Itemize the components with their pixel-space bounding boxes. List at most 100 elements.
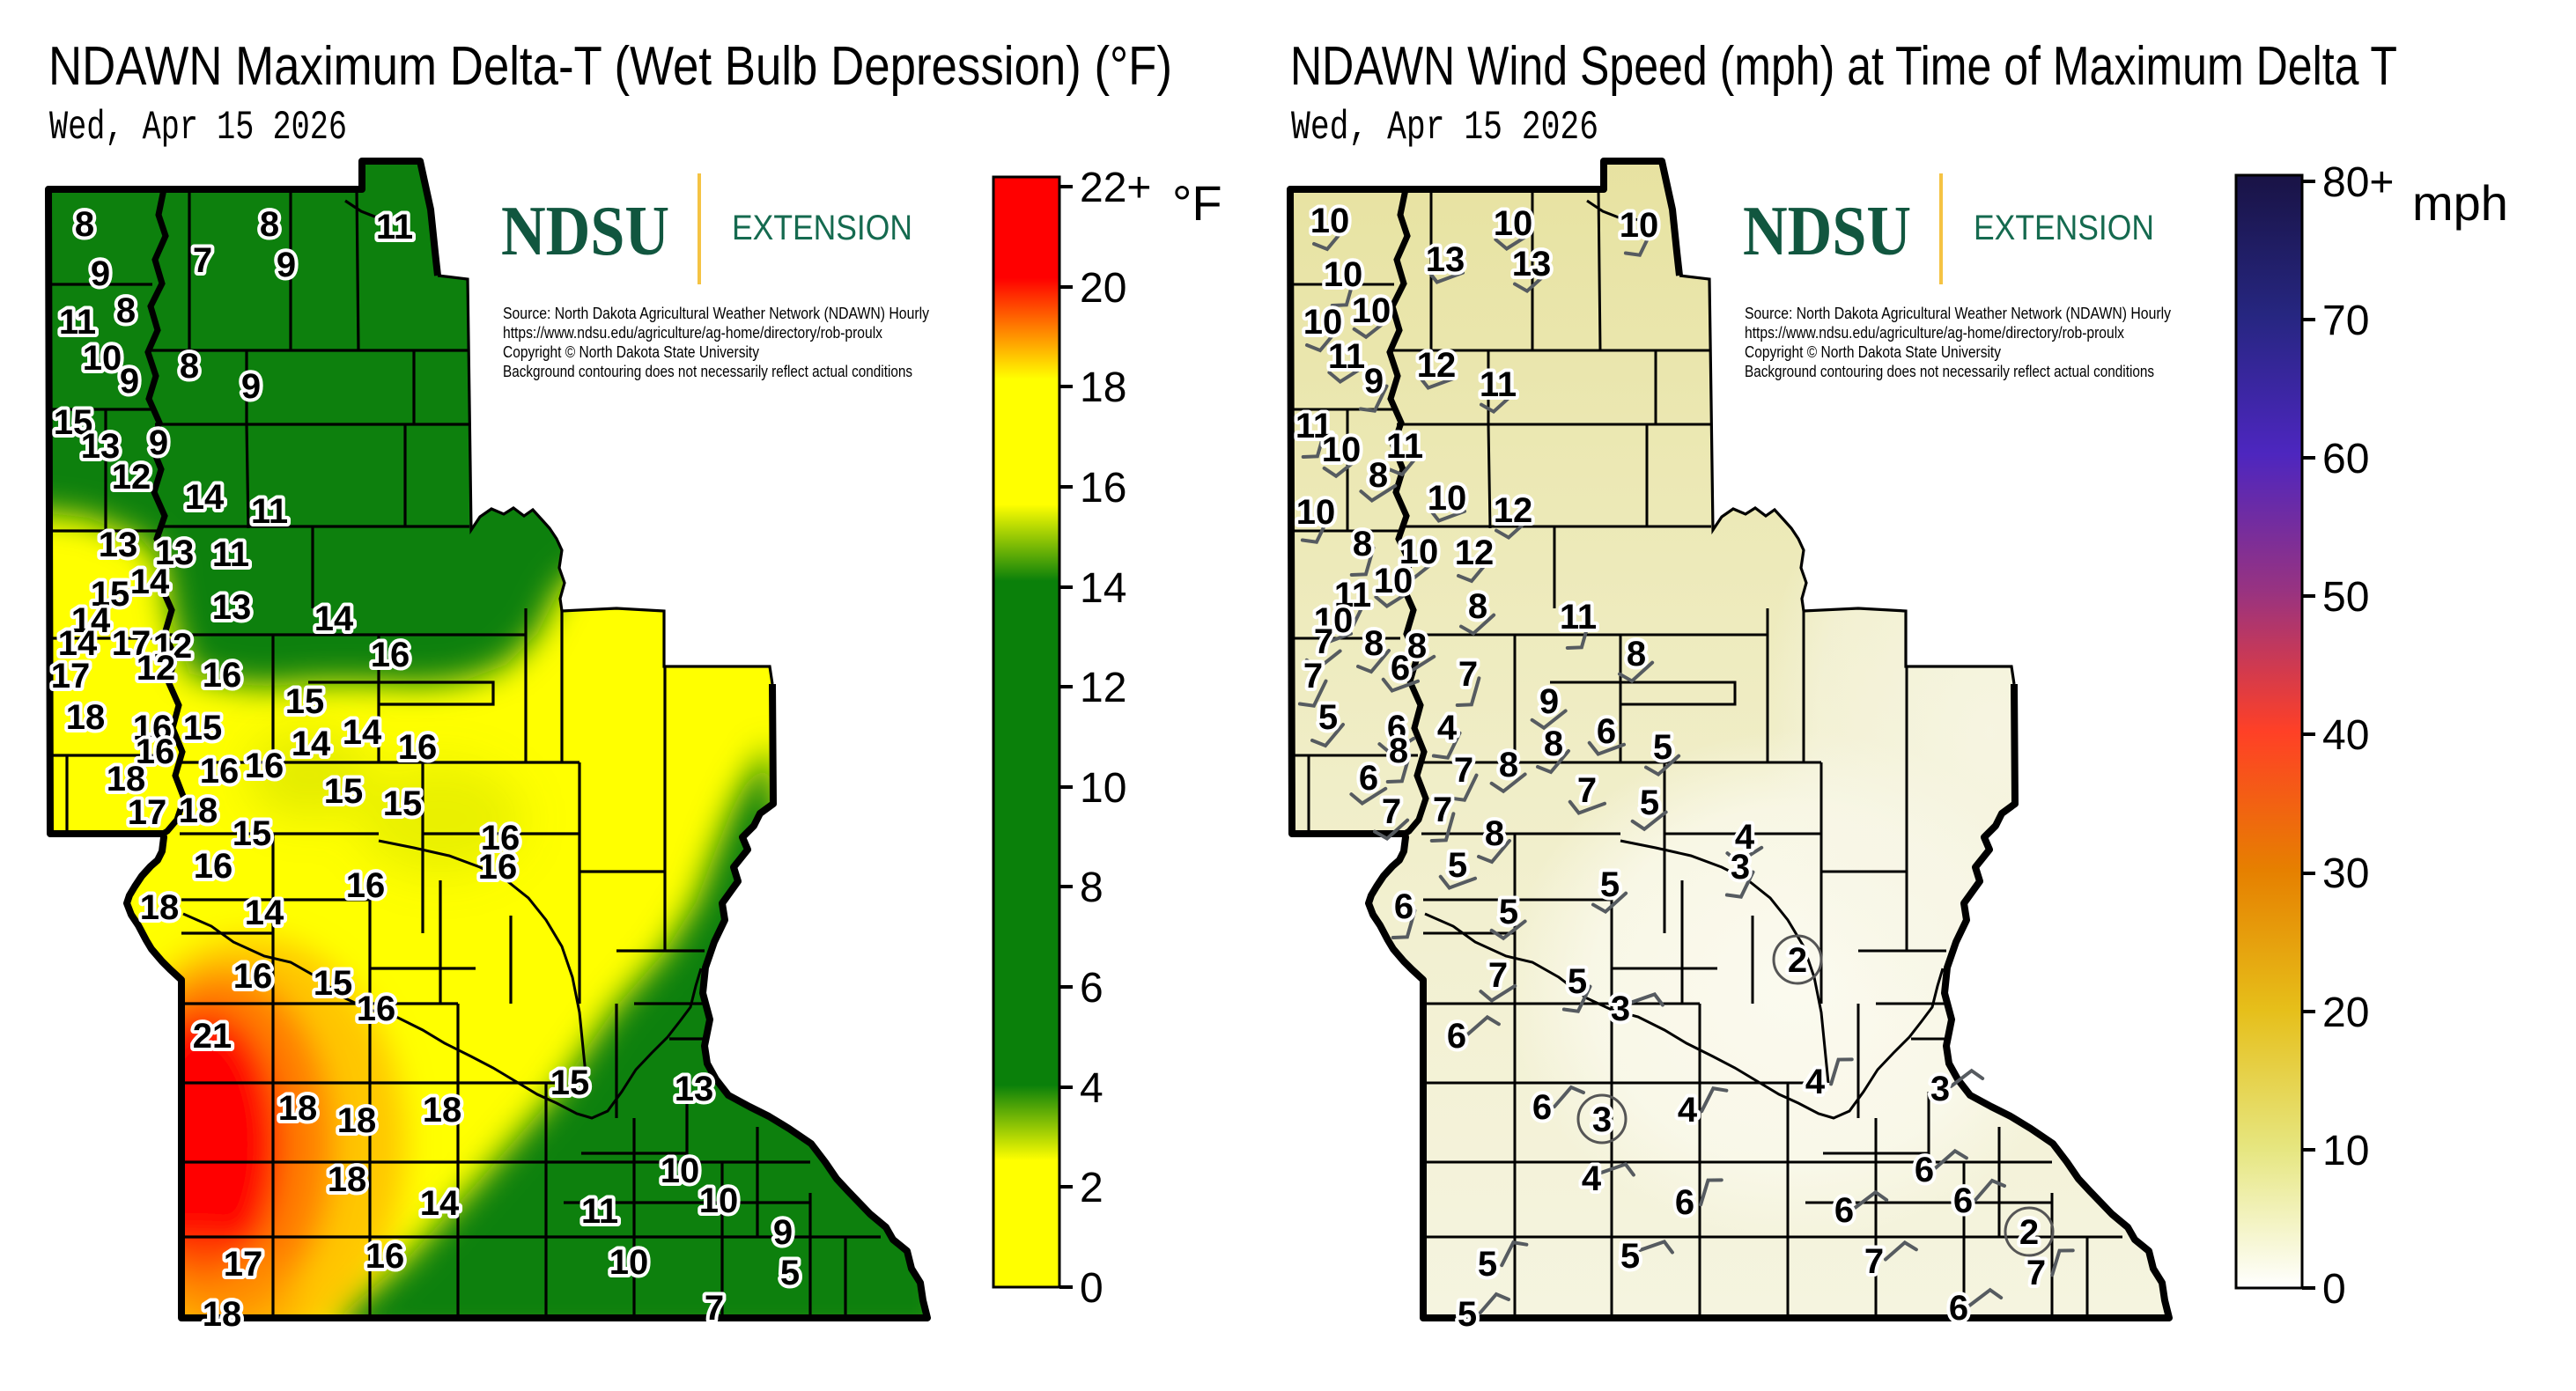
svg-text:7: 7: [2026, 1254, 2046, 1292]
svg-text:80+: 80+: [2322, 159, 2394, 206]
svg-text:Source: North Dakota Agricultu: Source: North Dakota Agricultural Weathe…: [1745, 305, 2171, 322]
svg-text:Copyright © North Dakota State: Copyright © North Dakota State Universit…: [503, 343, 759, 361]
svg-text:10: 10: [1374, 562, 1413, 600]
svg-text:5: 5: [1568, 962, 1587, 1001]
svg-text:Background contouring does not: Background contouring does not necessari…: [503, 363, 912, 380]
svg-text:18: 18: [337, 1101, 377, 1140]
svg-text:15: 15: [233, 814, 272, 853]
svg-text:4: 4: [1080, 1065, 1103, 1112]
svg-text:13: 13: [212, 588, 252, 627]
svg-text:4: 4: [1805, 1063, 1826, 1101]
svg-text:21: 21: [193, 1017, 233, 1056]
svg-text:11: 11: [212, 535, 249, 574]
svg-text:12: 12: [1417, 346, 1457, 385]
svg-text:13: 13: [675, 1070, 714, 1108]
svg-text:8: 8: [116, 291, 136, 330]
svg-text:16: 16: [481, 819, 520, 857]
svg-text:6: 6: [1597, 712, 1616, 751]
svg-text:10: 10: [1296, 493, 1336, 532]
svg-text:18: 18: [107, 760, 146, 799]
svg-text:18: 18: [423, 1091, 462, 1130]
svg-text:12: 12: [1080, 665, 1126, 711]
svg-text:8: 8: [1544, 725, 1563, 763]
svg-text:20: 20: [1080, 265, 1126, 312]
svg-text:Wed, Apr 15 2026: Wed, Apr 15 2026: [1291, 105, 1598, 151]
svg-text:13: 13: [1426, 240, 1465, 279]
svg-text:10: 10: [609, 1243, 649, 1282]
svg-text:Background contouring does not: Background contouring does not necessari…: [1745, 363, 2154, 380]
svg-text:11: 11: [59, 303, 96, 342]
svg-text:11: 11: [1560, 598, 1597, 637]
svg-text:3: 3: [1592, 1100, 1612, 1139]
svg-text:14: 14: [314, 600, 354, 638]
svg-text:8: 8: [1369, 456, 1388, 495]
svg-text:6: 6: [1447, 1017, 1466, 1056]
svg-text:10: 10: [1310, 202, 1350, 240]
svg-text:10: 10: [1080, 765, 1126, 812]
svg-text:6: 6: [1953, 1181, 1973, 1220]
svg-text:15: 15: [314, 964, 353, 1003]
svg-text:11: 11: [1334, 576, 1371, 615]
svg-text:10: 10: [1314, 601, 1354, 640]
svg-text:9: 9: [149, 423, 168, 462]
svg-text:NDSU: NDSU: [501, 193, 669, 270]
svg-text:6: 6: [1915, 1151, 1934, 1189]
svg-text:50: 50: [2322, 574, 2369, 621]
svg-text:13: 13: [1512, 245, 1552, 283]
svg-text:12: 12: [1494, 491, 1533, 530]
svg-text:7: 7: [705, 1289, 724, 1328]
svg-text:7: 7: [1488, 956, 1508, 995]
svg-text:5: 5: [1600, 865, 1620, 904]
svg-text:14: 14: [1080, 565, 1126, 612]
svg-text:11: 11: [1386, 427, 1423, 466]
svg-text:8: 8: [75, 205, 94, 244]
svg-text:16: 16: [357, 990, 396, 1028]
svg-text:13: 13: [81, 427, 121, 466]
svg-text:60: 60: [2322, 436, 2369, 482]
svg-text:9: 9: [1364, 362, 1384, 401]
svg-text:15: 15: [324, 772, 364, 811]
svg-text:7: 7: [1577, 771, 1597, 810]
svg-text:8: 8: [1364, 624, 1384, 663]
svg-text:5: 5: [1640, 784, 1659, 822]
svg-text:18: 18: [140, 888, 180, 927]
svg-text:7: 7: [1303, 657, 1323, 696]
svg-text:11: 11: [376, 208, 413, 247]
svg-text:7: 7: [1382, 792, 1401, 831]
svg-text:16: 16: [203, 656, 242, 695]
svg-text:4: 4: [1437, 709, 1458, 747]
svg-text:16: 16: [133, 709, 173, 747]
svg-text:°F: °F: [1172, 175, 1222, 231]
svg-text:18: 18: [66, 698, 106, 737]
svg-text:4: 4: [1678, 1091, 1698, 1130]
svg-text:EXTENSION: EXTENSION: [1974, 209, 2154, 247]
svg-text:15: 15: [383, 784, 423, 823]
svg-text:5: 5: [1458, 1295, 1477, 1334]
svg-text:7: 7: [193, 241, 212, 280]
svg-text:12: 12: [137, 649, 176, 688]
svg-text:6: 6: [1080, 965, 1103, 1012]
svg-text:mph: mph: [2412, 175, 2508, 231]
svg-text:10: 10: [83, 339, 122, 378]
svg-text:11: 11: [251, 492, 288, 531]
svg-text:8: 8: [1485, 814, 1504, 853]
svg-text:15: 15: [550, 1063, 590, 1102]
svg-text:Wed, Apr 15 2026: Wed, Apr 15 2026: [49, 105, 347, 151]
svg-text:https://www.ndsu.edu/agricultu: https://www.ndsu.edu/agriculture/ag-home…: [503, 324, 882, 342]
svg-text:4: 4: [1735, 818, 1755, 857]
svg-text:18: 18: [203, 1295, 242, 1334]
svg-text:NDSU: NDSU: [1743, 193, 1911, 270]
svg-text:16: 16: [194, 847, 233, 886]
svg-text:13: 13: [155, 534, 195, 572]
svg-text:18: 18: [278, 1089, 318, 1128]
svg-text:20: 20: [2322, 990, 2369, 1036]
svg-text:16: 16: [398, 728, 438, 767]
svg-text:0: 0: [2322, 1266, 2346, 1313]
svg-text:5: 5: [1653, 728, 1672, 767]
svg-text:5: 5: [1478, 1245, 1497, 1284]
svg-text:3: 3: [1731, 848, 1750, 887]
svg-text:3: 3: [1611, 990, 1630, 1028]
svg-text:7: 7: [1458, 655, 1478, 694]
svg-text:14: 14: [292, 725, 331, 763]
svg-text:10: 10: [699, 1181, 739, 1220]
